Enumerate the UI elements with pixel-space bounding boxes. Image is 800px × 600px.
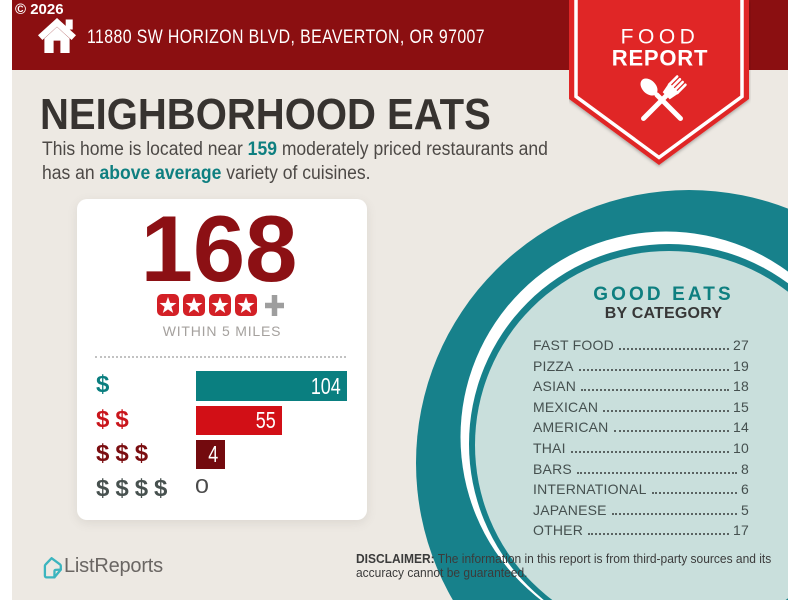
svg-text:FOOD: FOOD: [621, 26, 700, 49]
svg-text:REPORT: REPORT: [612, 46, 708, 71]
